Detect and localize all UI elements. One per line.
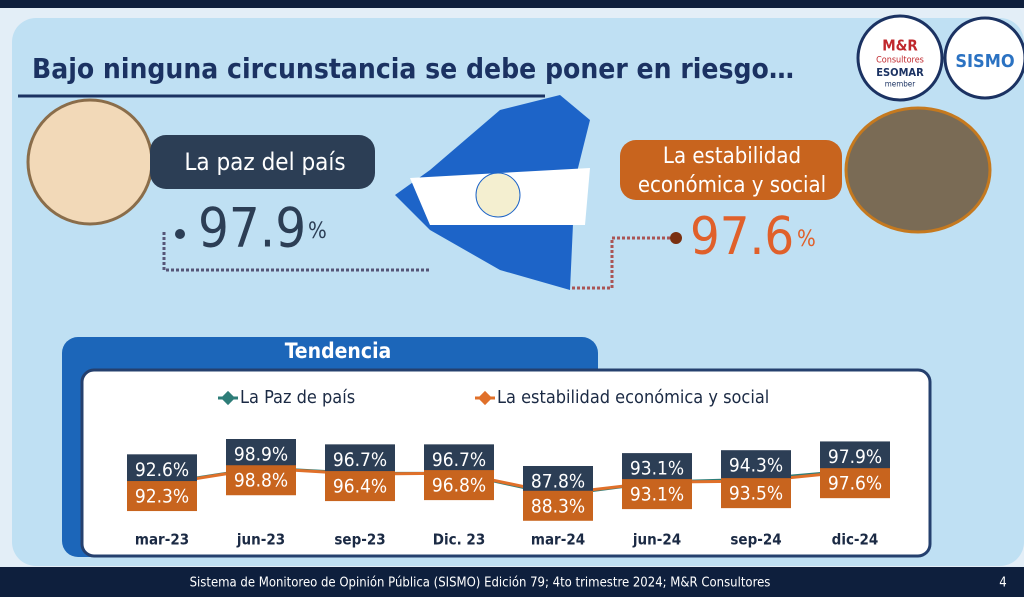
page-number: 4 [999,576,1006,591]
value-label: 97.6% [828,473,882,495]
value-label-box [424,444,494,475]
emblem [475,172,521,218]
x-tick-label: mar-23 [135,531,189,549]
dove-image [26,98,154,226]
connector [570,236,670,290]
value-label: 87.8% [531,471,585,493]
value-label: 94.3% [729,455,783,477]
legend-marker [220,390,236,406]
x-tick-label: mar-24 [531,531,585,549]
chart: La Paz de país La estabilidad económica y… [127,387,890,549]
connector [162,232,430,272]
value-label-box [424,470,494,501]
big-value: 97.9 [198,197,306,260]
x-tick-label: Dic. 23 [433,531,485,549]
value-label-box [226,439,296,469]
x-tick-label: dic-24 [832,531,879,549]
value-label-box [820,441,890,472]
value-label-box [127,481,197,512]
logo-text: Consultores [876,56,924,66]
x-tick-label: jun-24 [632,531,681,549]
value-label: 96.8% [432,475,486,497]
logo-text: SISMO [955,51,1014,72]
x-tick-label: sep-23 [334,531,385,549]
value-label: 92.3% [135,486,189,508]
value-label-box [325,471,395,502]
label: La paz del país [184,148,345,176]
x-tick-label: sep-24 [730,531,781,549]
value-label-box [622,479,692,510]
label-box [150,135,375,189]
value-label-box [325,444,395,475]
value-label: 96.4% [333,476,387,498]
logo-text: ESOMAR [876,66,924,79]
value-label: 93.5% [729,483,783,505]
big-value: 97.6 [690,207,794,267]
legend-label: La estabilidad económica y social [497,387,769,408]
value-label-box [820,468,890,499]
value-label-box [127,454,197,485]
value-label: 98.9% [234,444,288,466]
label: La estabilidad [663,144,801,169]
value-label-box [226,465,296,496]
logo-text: member [885,80,915,89]
dot [175,229,185,239]
unit: % [797,227,816,252]
footer: Sistema de Monitoreo de Opinión Pública … [190,576,771,591]
coins-image [844,106,992,234]
value-label: 98.8% [234,470,288,492]
value-label-box [721,478,791,509]
value-label: 97.9% [828,446,882,468]
x-tick-label: jun-23 [236,531,285,549]
value-label: 96.7% [333,449,387,471]
value-label-box [523,490,593,521]
label-box [620,140,842,200]
value-label: 93.1% [630,458,684,480]
logo-text: M&R [882,37,918,55]
chart-area [80,368,932,558]
title: Bajo ninguna circunstancia se debe poner… [32,52,794,85]
legend-label: La Paz de país [240,387,355,408]
label: económica y social [638,173,826,198]
value-label: 96.7% [432,449,486,471]
mr-logo [856,14,944,102]
value-label-box [622,453,692,484]
value-label: 92.6% [135,459,189,481]
legend-marker [477,390,493,406]
value-label-box [721,450,791,481]
unit: % [308,219,327,244]
value-label: 88.3% [531,495,585,517]
sismo-logo [943,16,1024,100]
chart-title: Tendencia [285,339,392,363]
dot [670,232,682,244]
value-label: 93.1% [630,484,684,506]
